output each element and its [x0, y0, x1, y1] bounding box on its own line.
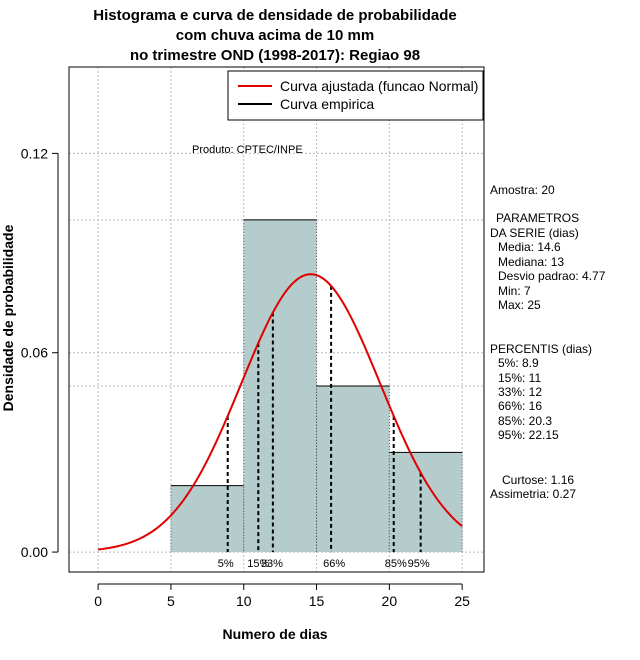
params-heading: PARAMETROS	[496, 211, 579, 225]
legend: Curva ajustada (funcao Normal) Curva emp…	[227, 70, 484, 121]
normal-curve-layer	[97, 273, 463, 551]
title-line-3: no trimestre OND (1998-2017): Regiao 98	[130, 47, 420, 64]
normal-density-curve	[97, 273, 463, 551]
x-tick-label-1: 5	[167, 593, 175, 609]
grid	[69, 67, 484, 572]
param-sd: Desvio padrao: 4.77	[498, 269, 606, 283]
params-subheading: DA SERIE (dias)	[490, 226, 579, 240]
axes: 0 5 10 15 20 25 0.00 0.06 0.12	[21, 145, 470, 609]
y-tick-label-1: 0.06	[21, 345, 48, 361]
kurtosis: Curtose: 1.16	[502, 473, 574, 487]
x-tick-label-0: 0	[94, 593, 102, 609]
sample-size: Amostra: 20	[490, 183, 555, 197]
x-tick-label-4: 20	[382, 593, 398, 609]
legend-label-empirical: Curva empirica	[280, 96, 374, 112]
param-min: Min: 7	[498, 284, 531, 298]
percentile-label-4: 85%	[385, 558, 407, 570]
histogram-bar-1	[243, 219, 317, 553]
percentile-5: 5%: 8.9	[498, 356, 539, 370]
percentile-label-1: 15%	[247, 558, 269, 570]
percentile-85: 85%: 20.3	[498, 414, 552, 428]
chart-title: Histograma e curva de densidade de proba…	[93, 7, 456, 64]
histogram-bar-2	[316, 385, 390, 553]
param-mean: Media: 14.6	[498, 240, 561, 254]
percentile-66: 66%: 16	[498, 399, 542, 413]
percentiles-heading: PERCENTIS (dias)	[490, 342, 592, 356]
param-max: Max: 25	[498, 298, 541, 312]
x-tick-label-3: 15	[309, 593, 325, 609]
title-line-1: Histograma e curva de densidade de proba…	[93, 7, 456, 24]
y-tick-label-2: 0.12	[21, 145, 48, 161]
percentile-label-0: 5%	[218, 558, 234, 570]
statistics-panel: Amostra: 20 PARAMETROS DA SERIE (dias) M…	[490, 183, 606, 501]
plot-frame	[68, 66, 485, 573]
x-tick-label-5: 25	[454, 593, 470, 609]
legend-label-normal: Curva ajustada (funcao Normal)	[280, 78, 478, 94]
histogram-bar-3	[389, 452, 463, 553]
legend-box	[227, 70, 484, 121]
percentile-95: 95%: 22.15	[498, 428, 559, 442]
title-line-2: com chuva acima de 10 mm	[176, 27, 374, 44]
x-tick-label-2: 10	[236, 593, 252, 609]
x-axis-title: Numero de dias	[222, 626, 327, 642]
percentile-33: 33%: 12	[498, 385, 542, 399]
percentile-label-5: 95%	[408, 558, 430, 570]
y-axis-title: Densidade de probabilidade	[0, 224, 16, 411]
percentile-label-3: 66%	[323, 558, 345, 570]
histogram-bar-0	[170, 485, 244, 553]
percentile-15: 15%: 11	[498, 371, 541, 385]
product-annotation: Produto: CPTEC/INPE	[192, 144, 303, 156]
param-median: Mediana: 13	[498, 255, 564, 269]
y-tick-label-0: 0.00	[21, 544, 48, 560]
skewness: Assimetria: 0.27	[490, 487, 576, 501]
percentile-lines: 5% 15%33% 66% 85% 95%	[218, 285, 430, 570]
percentile-label-2: 33%	[261, 558, 283, 570]
histogram-bars	[170, 219, 463, 553]
